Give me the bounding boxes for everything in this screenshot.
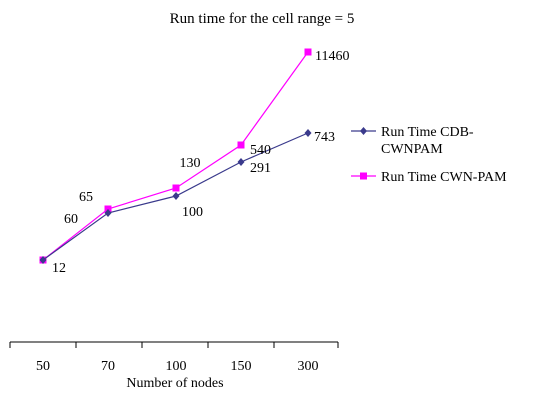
x-tick-label: 300 [298,359,319,374]
data-label: 100 [182,205,203,220]
data-point [104,209,112,217]
data-label: 540 [250,143,271,158]
data-labels: 12 60 100 291 743 65 130 540 11460 [52,49,349,276]
data-label: 291 [250,161,271,176]
x-tick-label: 150 [231,359,252,374]
data-label: 743 [314,130,335,145]
legend-item: Run Time CDB- CWNPAM [351,125,474,157]
data-label: 65 [79,190,93,205]
legend-marker [360,127,367,135]
data-point [304,129,312,137]
x-tick-label: 100 [166,359,187,374]
data-point [304,48,312,56]
data-point [237,158,245,166]
legend: Run Time CDB- CWNPAM Run Time CWN-PAM [351,125,507,185]
chart-title: Run time for the cell range = 5 [170,11,355,27]
data-label: 11460 [315,49,349,64]
data-label: 12 [52,261,66,276]
x-tick-labels: 50 70 100 150 300 [36,359,319,374]
x-tick-marks [9,342,339,348]
legend-label: Run Time CWN-PAM [381,170,507,185]
data-point [39,256,47,264]
data-point [172,184,180,192]
legend-label: CWNPAM [381,142,443,157]
data-point [172,192,180,200]
legend-label: Run Time CDB- [381,125,474,140]
legend-marker [360,172,367,180]
legend-item: Run Time CWN-PAM [351,170,507,185]
x-tick-label: 70 [101,359,115,374]
data-label: 130 [180,156,201,171]
data-point [237,141,245,149]
data-label: 60 [64,212,78,227]
x-tick-label: 50 [36,359,50,374]
series-layer [39,48,312,264]
x-axis-label: Number of nodes [126,376,223,391]
